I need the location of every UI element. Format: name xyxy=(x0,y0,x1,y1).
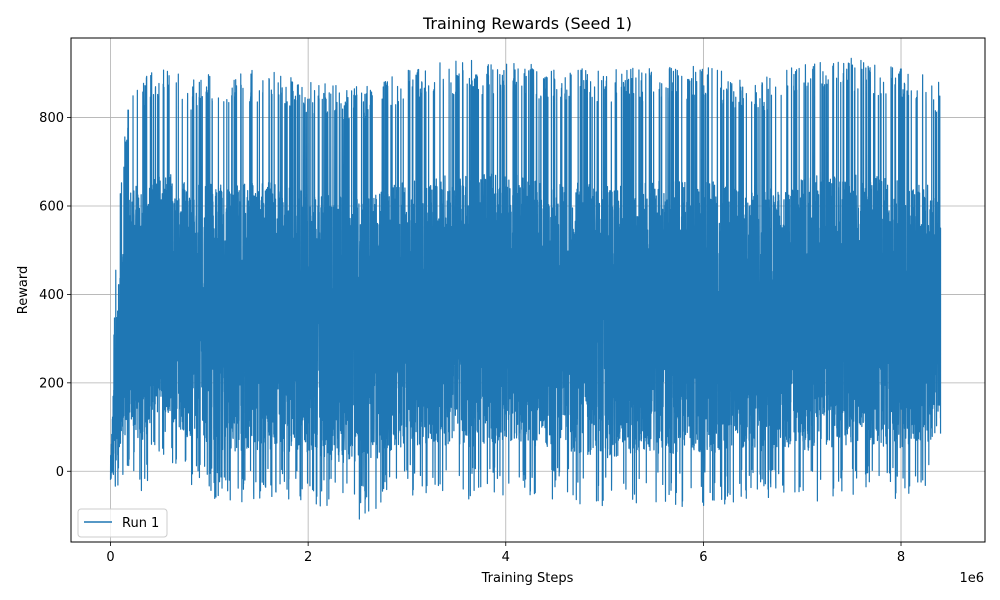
legend: Run 1 xyxy=(77,508,168,538)
x-tick-label: 2 xyxy=(304,550,312,565)
y-tick-label: 400 xyxy=(39,288,64,303)
y-tick-label: 0 xyxy=(56,465,64,480)
plot-frame xyxy=(70,37,986,543)
series-line-run-1 xyxy=(109,57,942,520)
chart-title: Training Rewards (Seed 1) xyxy=(422,14,632,33)
x-axis-offset-label: 1e6 xyxy=(959,571,984,586)
x-axis-label: Training Steps xyxy=(481,571,574,586)
legend-label-run-1: Run 1 xyxy=(122,516,159,531)
x-tick-label: 0 xyxy=(106,550,114,565)
y-tick-label: 800 xyxy=(39,111,64,126)
x-axis-ticks: 0 2 4 6 8 xyxy=(106,542,905,565)
x-tick-label: 4 xyxy=(502,550,510,565)
y-tick-label: 200 xyxy=(39,376,64,391)
x-tick-label: 6 xyxy=(699,550,707,565)
y-axis-label: Reward xyxy=(16,266,31,314)
y-axis-ticks: 0 200 400 600 800 xyxy=(39,111,71,480)
series-run-1 xyxy=(109,57,942,520)
x-tick-label: 8 xyxy=(897,550,905,565)
y-tick-label: 600 xyxy=(39,200,64,215)
legend-box xyxy=(77,508,168,538)
